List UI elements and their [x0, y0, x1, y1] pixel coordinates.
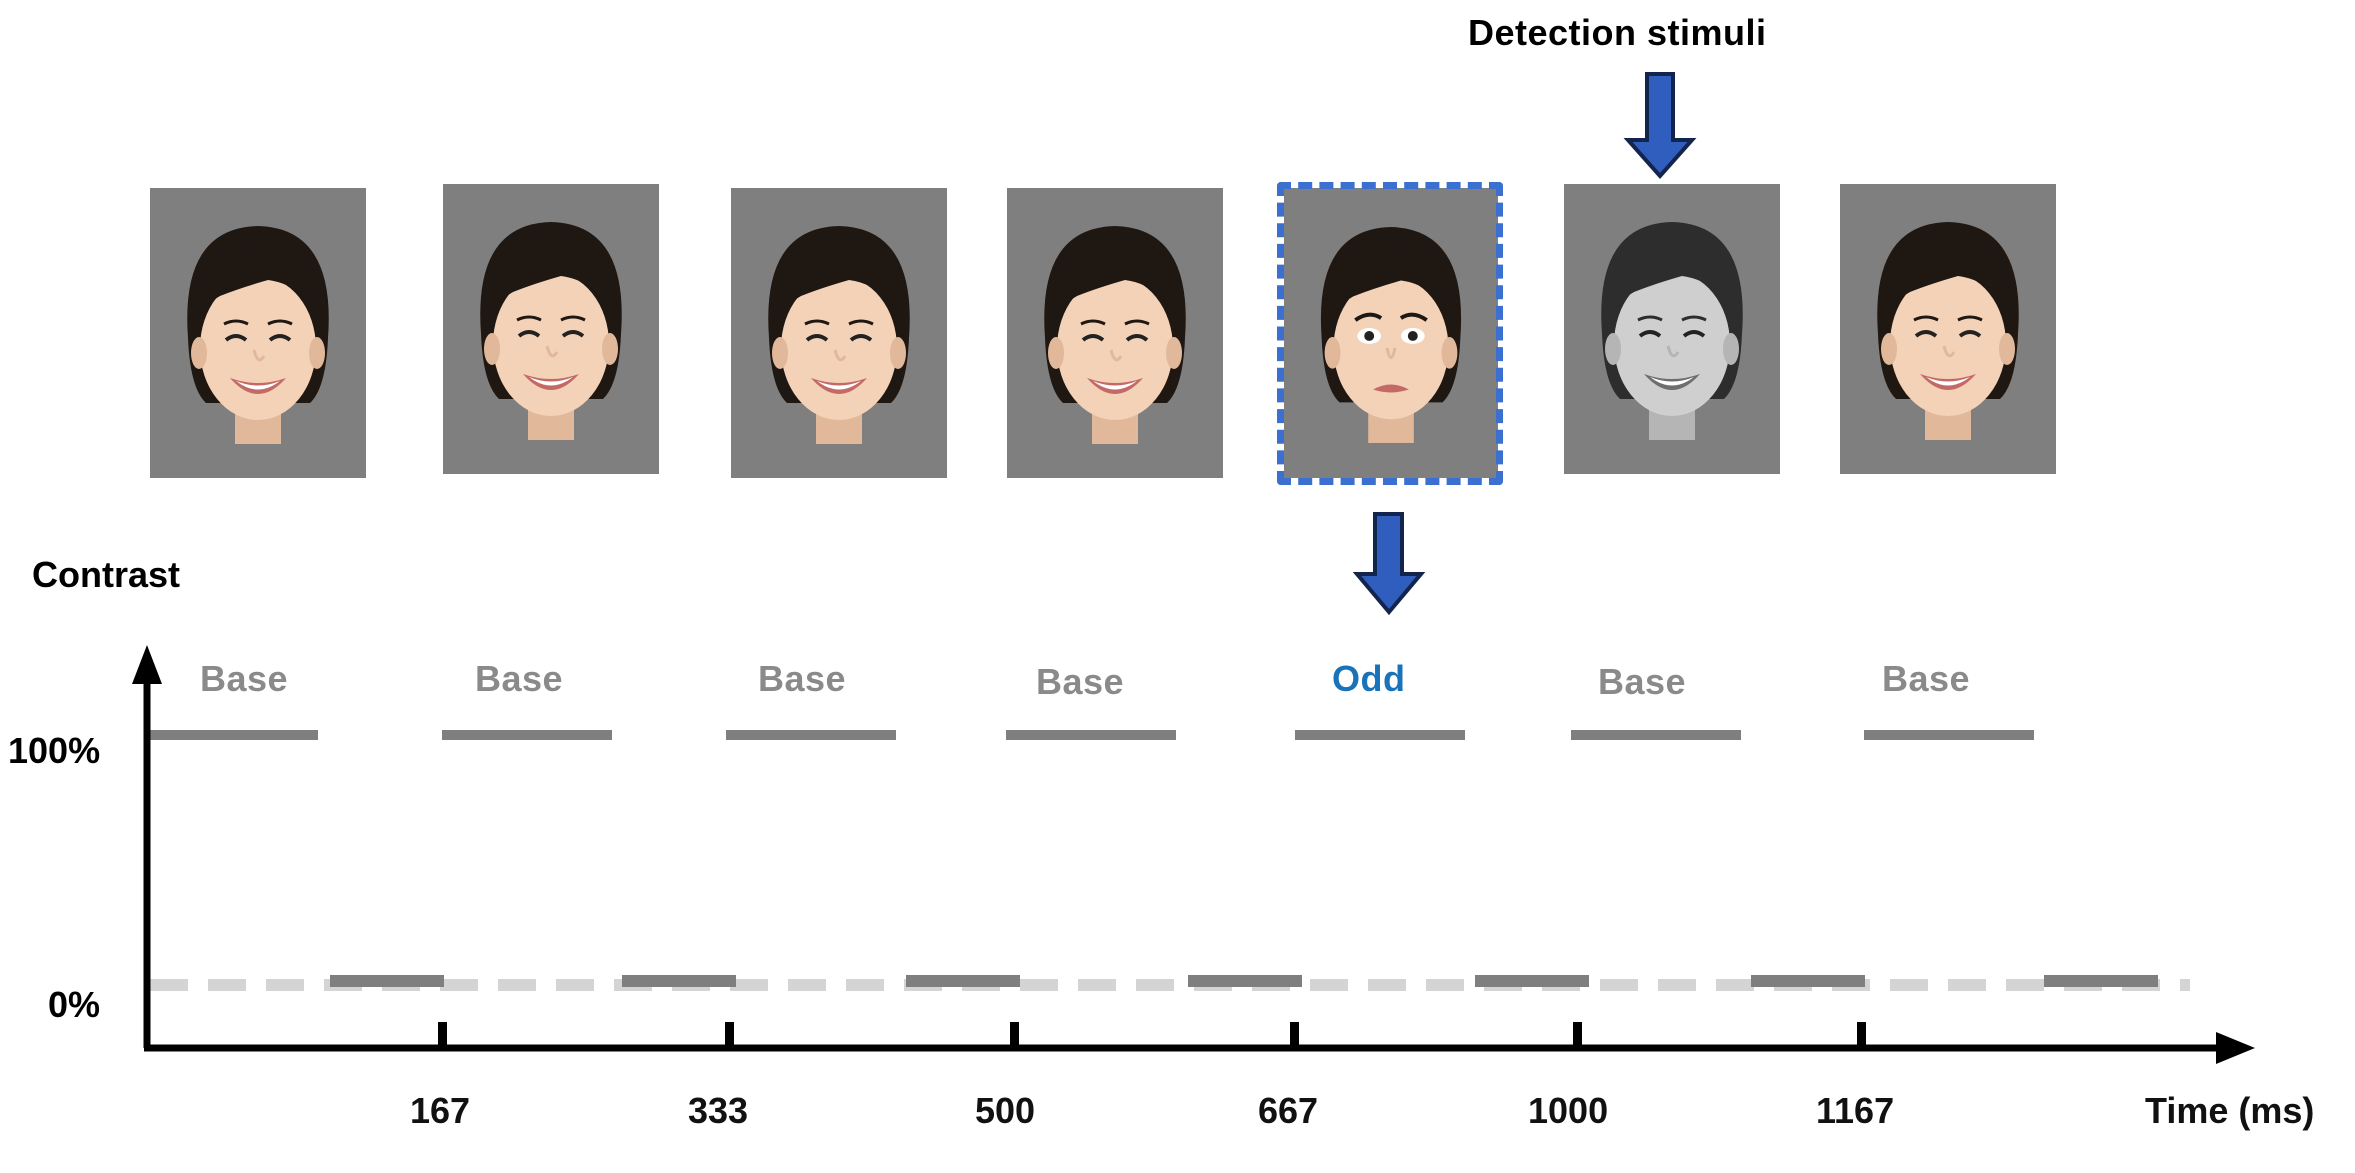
face-image-6-grayscale — [1564, 184, 1780, 474]
face-icon — [1044, 226, 1186, 444]
x-tick-label: 167 — [410, 1090, 471, 1131]
x-tick — [1290, 1022, 1299, 1048]
down-arrow-icon — [1352, 512, 1426, 616]
y-level-0: 0% — [48, 984, 101, 1025]
off-segment — [622, 975, 736, 987]
x-tick-label: 1167 — [1816, 1090, 1895, 1131]
on-segment — [1295, 730, 1465, 740]
x-tick — [1010, 1022, 1019, 1048]
detection-stimuli-title: Detection stimuli — [1468, 12, 1767, 53]
on-segment — [1864, 730, 2034, 740]
condition-label: Base — [758, 658, 847, 699]
face-icon — [1320, 226, 1462, 443]
condition-label: Base — [200, 658, 289, 699]
face-image-1 — [150, 188, 366, 478]
condition-label: Base — [475, 658, 564, 699]
off-segment — [1475, 975, 1589, 987]
on-segment — [1571, 730, 1741, 740]
x-tick — [725, 1022, 734, 1048]
on-segment — [1006, 730, 1176, 740]
face-icon — [768, 226, 910, 444]
on-segment — [150, 730, 318, 740]
odd-stimulus-frame — [1277, 182, 1503, 485]
x-axis — [144, 1032, 2255, 1064]
y-axis-label: Contrast — [32, 554, 181, 595]
on-segments — [150, 730, 2034, 740]
face-icon — [480, 222, 622, 440]
x-axis-label: Time (ms) — [2145, 1090, 2315, 1131]
condition-label: Base — [1882, 658, 1971, 699]
face-image-7 — [1840, 184, 2056, 474]
face-image-3 — [731, 188, 947, 478]
x-tick-label: 667 — [1258, 1090, 1319, 1131]
y-level-100: 100% — [8, 730, 101, 771]
x-tick-label: 500 — [975, 1090, 1036, 1131]
x-axis-ticks — [438, 1022, 1866, 1048]
on-segment — [726, 730, 896, 740]
face-image-2 — [443, 184, 659, 474]
odd-condition-label: Odd — [1332, 658, 1406, 699]
x-tick — [1857, 1022, 1866, 1048]
off-segment — [330, 975, 444, 987]
y-axis — [132, 645, 162, 1048]
down-arrow-icon — [1623, 72, 1697, 180]
x-tick — [1573, 1022, 1582, 1048]
x-tick — [438, 1022, 447, 1048]
face-image-4 — [1007, 188, 1223, 478]
face-image-5-odd — [1284, 188, 1498, 478]
off-segment — [906, 975, 1020, 987]
face-icon — [1877, 222, 2019, 440]
face-icon — [1601, 222, 1743, 440]
y-axis-arrowhead-icon — [132, 645, 162, 684]
condition-label: Base — [1036, 661, 1125, 702]
off-segment — [1188, 975, 1302, 987]
condition-label: Base — [1598, 661, 1687, 702]
x-tick-label: 1000 — [1528, 1090, 1609, 1131]
off-segment — [2044, 975, 2158, 987]
x-tick-label: 333 — [688, 1090, 749, 1131]
x-axis-arrowhead-icon — [2216, 1032, 2255, 1064]
off-segment — [1751, 975, 1865, 987]
face-icon — [187, 226, 329, 444]
off-segments — [330, 975, 2158, 987]
on-segment — [442, 730, 612, 740]
